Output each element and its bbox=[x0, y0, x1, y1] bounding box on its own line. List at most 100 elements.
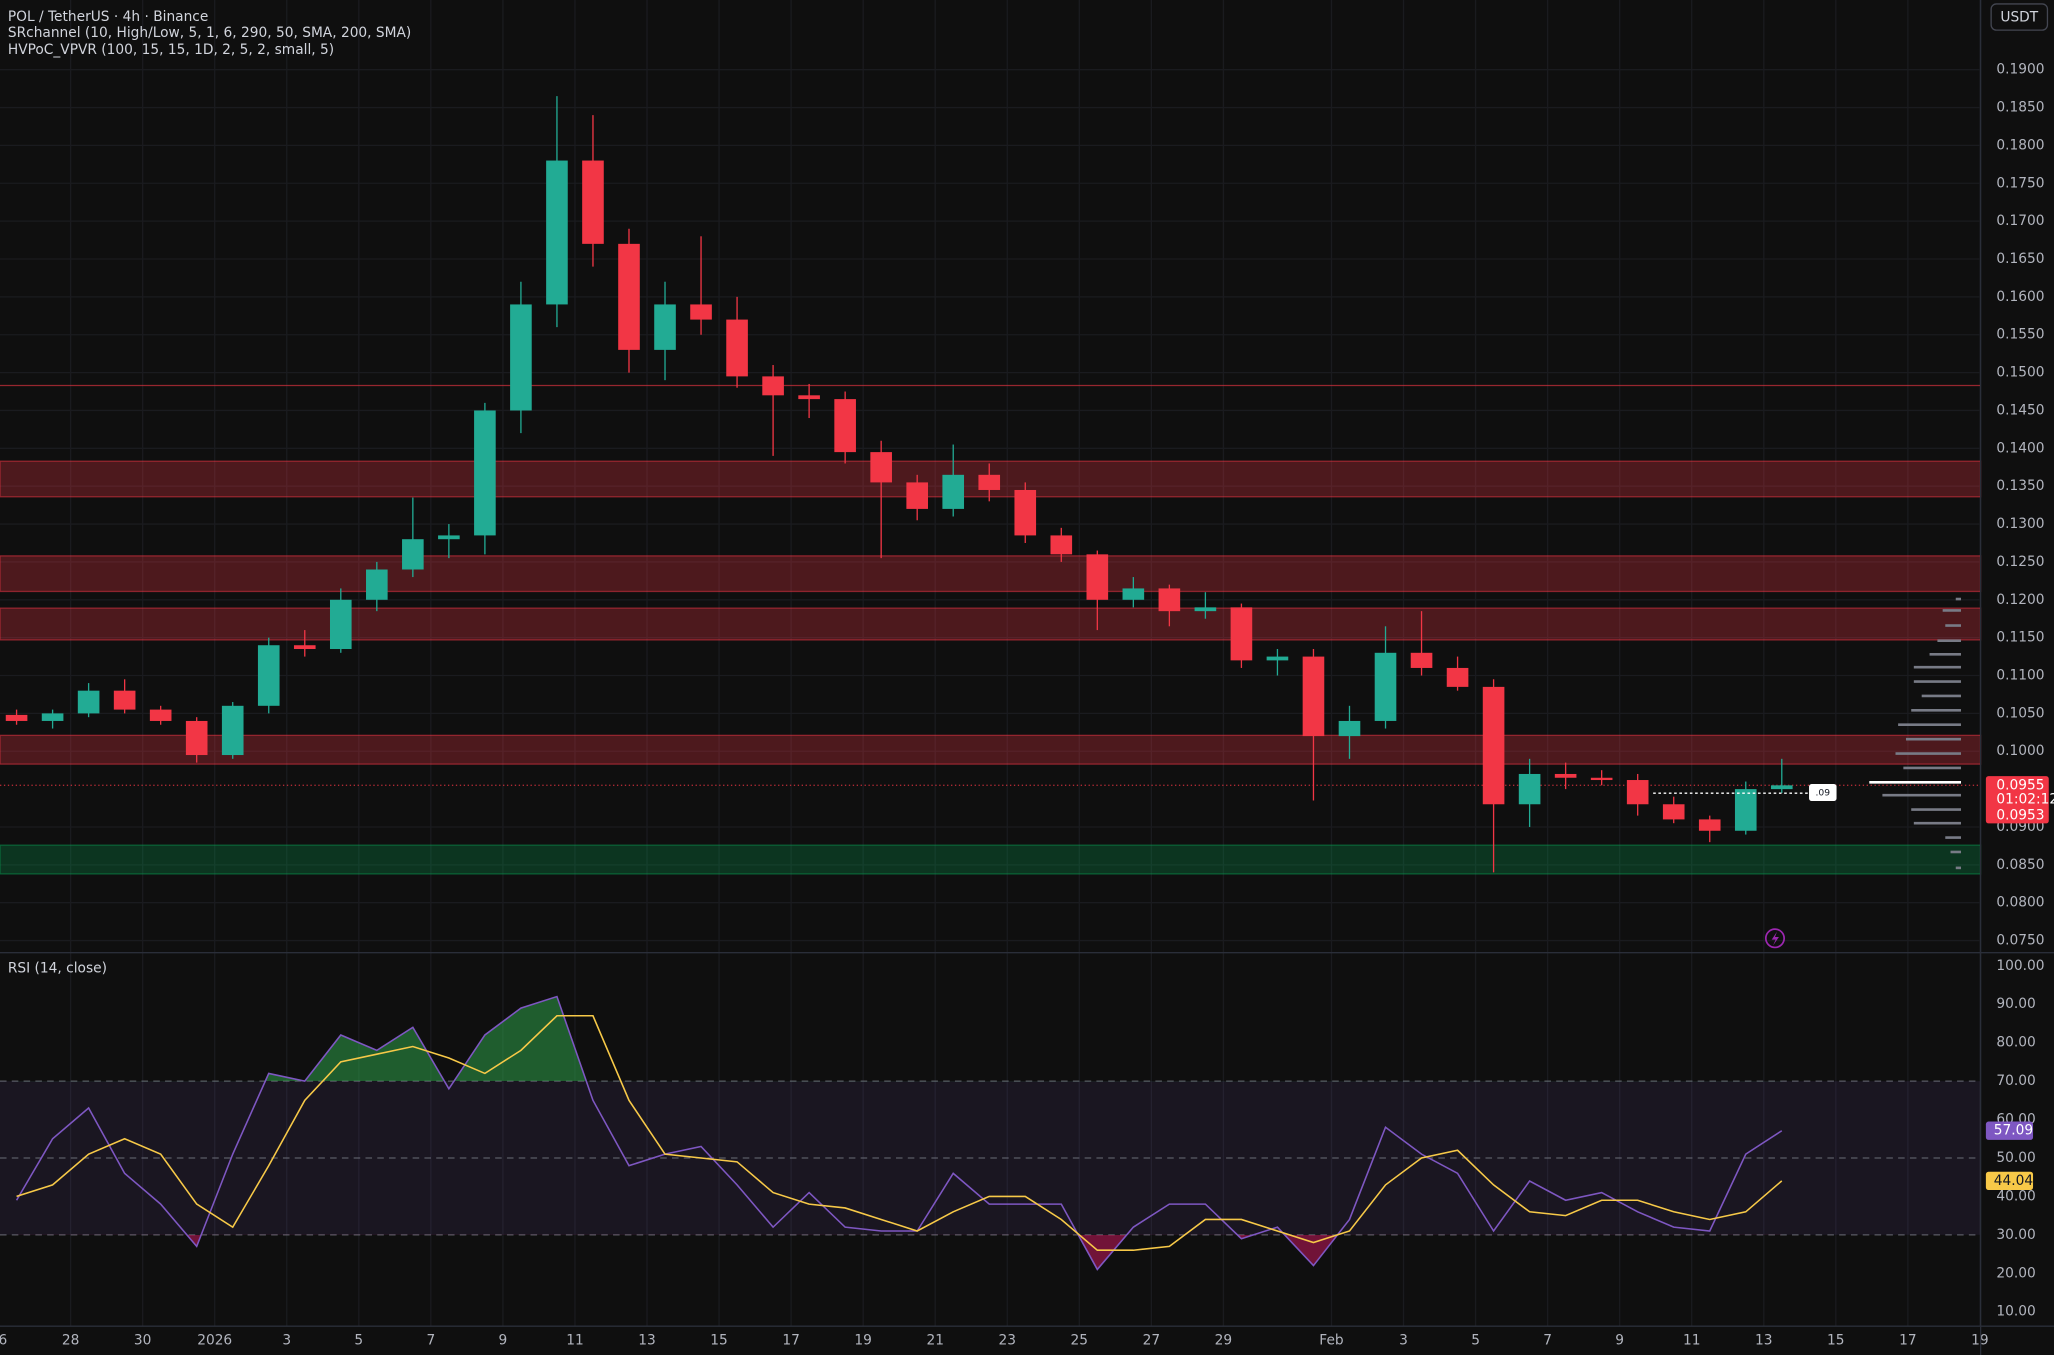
candle-body bbox=[1014, 489, 1037, 536]
y-tick-label: 0.1400 bbox=[1996, 440, 2044, 456]
x-tick-label: 9 bbox=[1615, 1333, 1624, 1349]
candle-body bbox=[1158, 588, 1181, 612]
indicator-label: HVPoC_VPVR (100, 15, 15, 1D, 2, 5, 2, sm… bbox=[8, 42, 334, 58]
y-tick-label: 80.00 bbox=[1996, 1035, 2035, 1051]
x-tick-label: 27 bbox=[1143, 1333, 1160, 1349]
candle-body bbox=[113, 690, 136, 710]
candle-body bbox=[474, 410, 496, 536]
candle-body bbox=[1338, 720, 1361, 737]
x-tick-label: 2026 bbox=[197, 1333, 232, 1349]
annotation-box bbox=[1809, 784, 1837, 802]
x-tick-label: 3 bbox=[1399, 1333, 1408, 1349]
candle-body bbox=[1266, 656, 1289, 661]
x-tick-label: 13 bbox=[1755, 1333, 1772, 1349]
x-tick-label: 5 bbox=[1471, 1333, 1480, 1349]
candle-body bbox=[978, 474, 1001, 490]
x-tick-label: 19 bbox=[854, 1333, 871, 1349]
y-tick-label: 0.1200 bbox=[1996, 592, 2044, 608]
y-tick-label: 0.1050 bbox=[1996, 705, 2044, 721]
x-tick-label: 7 bbox=[426, 1333, 435, 1349]
symbol-title: POL / TetherUS · 4h · Binance bbox=[8, 9, 208, 25]
candle-body bbox=[546, 160, 568, 305]
x-tick-label: 5 bbox=[354, 1333, 363, 1349]
y-tick-label: 0.1300 bbox=[1996, 516, 2044, 532]
x-tick-label: 17 bbox=[1899, 1333, 1916, 1349]
x-tick-label: 29 bbox=[1215, 1333, 1232, 1349]
y-tick-label: 0.0750 bbox=[1996, 933, 2044, 949]
candle-body bbox=[1734, 789, 1757, 831]
candle-body bbox=[402, 539, 424, 570]
y-tick-label: 90.00 bbox=[1996, 996, 2035, 1012]
candle-body bbox=[221, 705, 244, 756]
candle-body bbox=[618, 243, 640, 350]
x-tick-label: 15 bbox=[1827, 1333, 1844, 1349]
last-value-label: 57.09 bbox=[1994, 1123, 2033, 1139]
last-value-box bbox=[1985, 1121, 2034, 1140]
x-tick-label: 23 bbox=[999, 1333, 1016, 1349]
candle-body bbox=[1518, 773, 1541, 805]
y-tick-label: 0.1900 bbox=[1996, 62, 2044, 78]
y-tick-label: 0.1500 bbox=[1996, 365, 2044, 381]
candle-body bbox=[77, 690, 100, 714]
y-tick-label: 0.1700 bbox=[1996, 213, 2044, 229]
candle-body bbox=[1482, 686, 1505, 805]
y-tick-label: 40.00 bbox=[1996, 1188, 2035, 1204]
candle-body bbox=[1770, 785, 1793, 790]
candle-body bbox=[1410, 652, 1433, 668]
candle-body bbox=[762, 376, 784, 396]
rsi-line bbox=[16, 1014, 1783, 1252]
y-tick-label: 0.1600 bbox=[1996, 289, 2044, 305]
sr-zone bbox=[0, 555, 1982, 593]
x-tick-label: 30 bbox=[134, 1333, 151, 1349]
y-tick-label: 70.00 bbox=[1996, 1073, 2035, 1089]
x-tick-label: 11 bbox=[1683, 1333, 1700, 1349]
candle-body bbox=[149, 709, 172, 721]
candle-body bbox=[1302, 656, 1325, 737]
rsi-title: RSI (14, close) bbox=[8, 960, 107, 976]
candle-body bbox=[582, 160, 604, 244]
x-tick-label: 19 bbox=[1971, 1333, 1988, 1349]
sr-zone bbox=[0, 844, 1982, 875]
y-tick-label: 20.00 bbox=[1996, 1265, 2035, 1281]
candle-body bbox=[185, 720, 208, 756]
alert-bolt bbox=[1771, 931, 1779, 946]
candle-body bbox=[257, 645, 280, 706]
sr-zone bbox=[0, 607, 1982, 641]
y-tick-label: 0.1000 bbox=[1996, 743, 2044, 759]
alert-icon[interactable] bbox=[1764, 928, 1786, 949]
currency-button[interactable] bbox=[1990, 3, 2049, 31]
last-value-label: 44.04 bbox=[1994, 1173, 2033, 1189]
x-tick-label: 26 bbox=[0, 1333, 7, 1349]
x-tick-label: 15 bbox=[710, 1333, 727, 1349]
x-tick-label: 7 bbox=[1543, 1333, 1552, 1349]
x-tick-label: 21 bbox=[926, 1333, 943, 1349]
candle-body bbox=[906, 482, 928, 509]
y-tick-label: 100.00 bbox=[1996, 958, 2044, 974]
annotation-label: .09 bbox=[1816, 788, 1831, 799]
candle-body bbox=[438, 535, 460, 540]
y-tick-label: 30.00 bbox=[1996, 1227, 2035, 1243]
x-tick-label: 9 bbox=[499, 1333, 508, 1349]
x-tick-label: 28 bbox=[62, 1333, 79, 1349]
alert-circle bbox=[1764, 928, 1786, 949]
rsi-line bbox=[15, 995, 1783, 1271]
y-tick-label: 0.1850 bbox=[1996, 100, 2044, 116]
candle-body bbox=[1626, 780, 1649, 805]
y-tick-label: 0.1150 bbox=[1996, 630, 2044, 646]
x-tick-label: 3 bbox=[282, 1333, 291, 1349]
y-tick-label: 0.1450 bbox=[1996, 402, 2044, 418]
last-price-label: 0.0955 bbox=[1996, 777, 2044, 793]
y-tick-label: 0.1650 bbox=[1996, 251, 2044, 267]
poc-price-label: 0.0953 bbox=[1996, 807, 2044, 823]
last-price-box bbox=[1985, 776, 2049, 824]
x-tick-label: 11 bbox=[566, 1333, 583, 1349]
y-tick-label: 0.1350 bbox=[1996, 478, 2044, 494]
y-tick-label: 50.00 bbox=[1996, 1150, 2035, 1166]
y-tick-label: 0.1100 bbox=[1996, 668, 2044, 684]
candle-body bbox=[329, 599, 352, 650]
countdown-label: 01:02:12 bbox=[1996, 792, 2054, 808]
candle-body bbox=[1662, 804, 1685, 820]
